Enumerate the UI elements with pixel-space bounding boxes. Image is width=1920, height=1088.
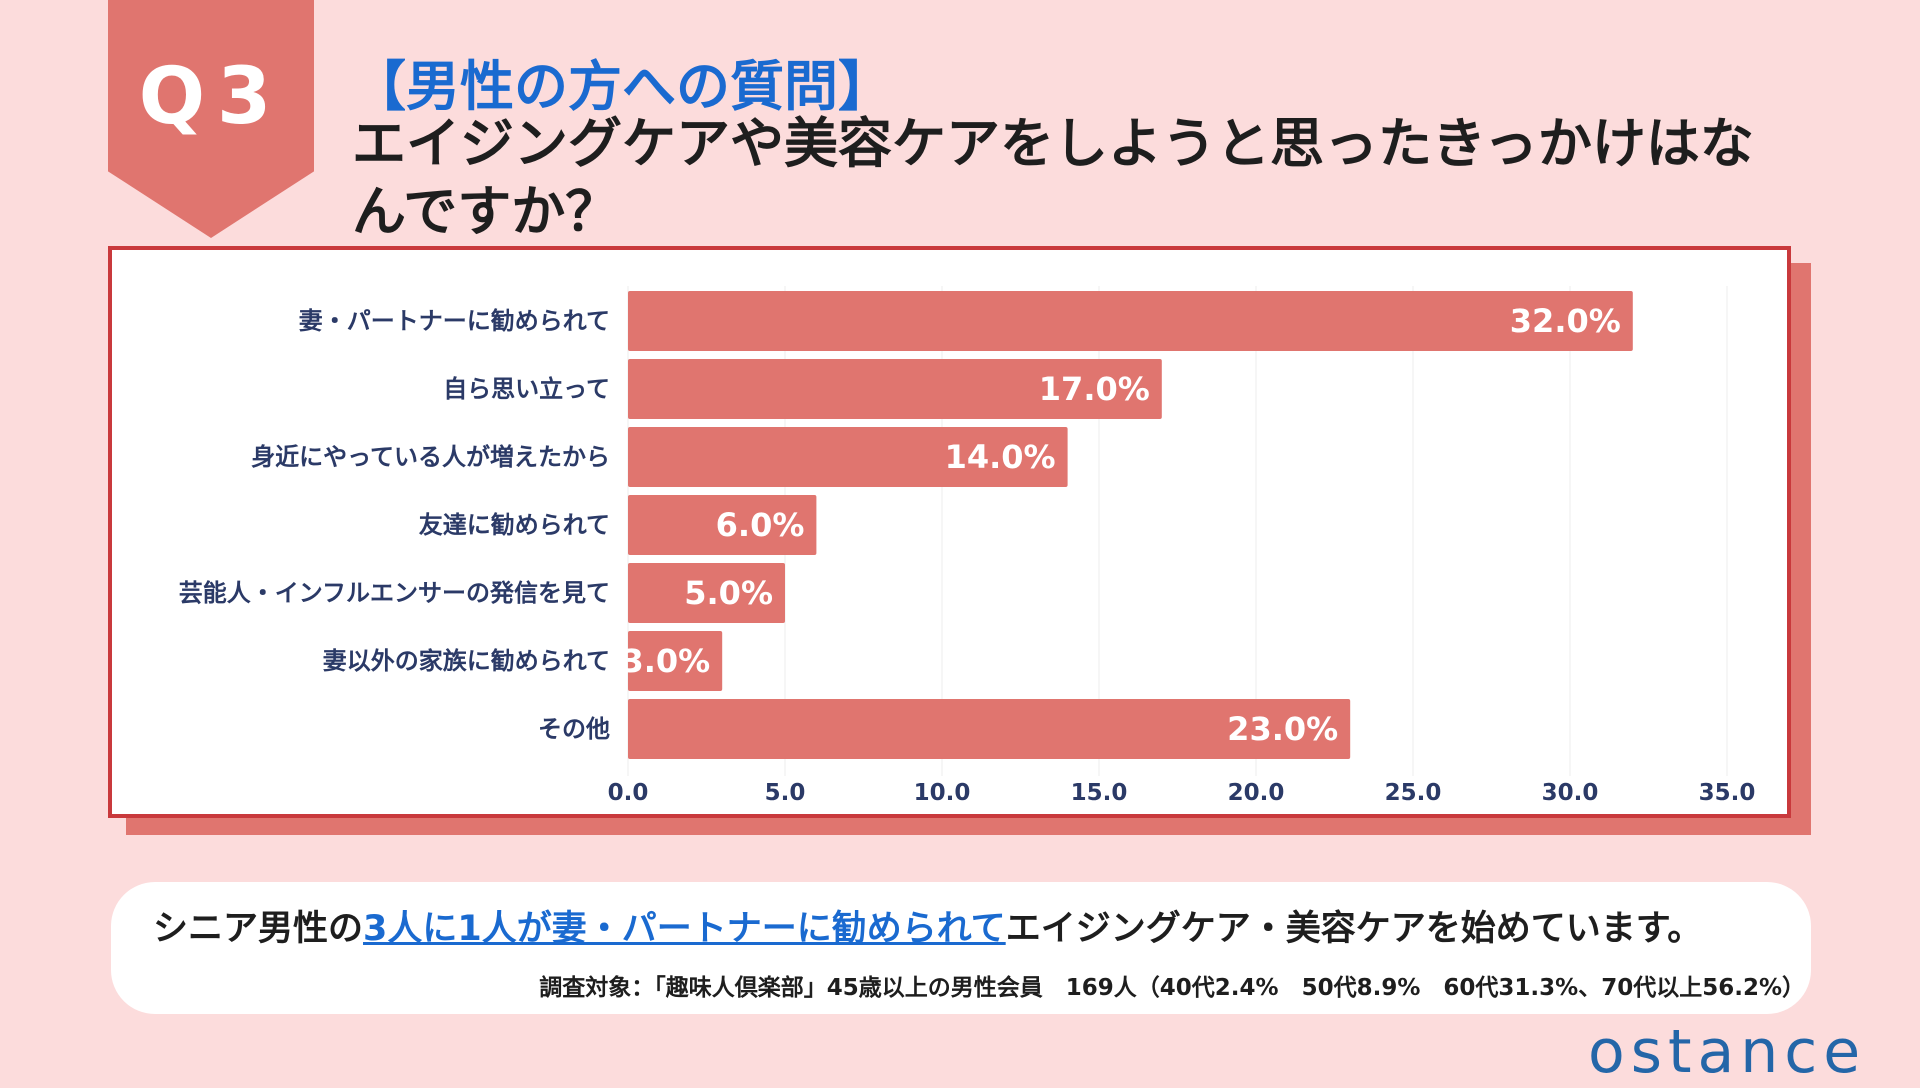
value-label-2: 14.0% xyxy=(945,438,1056,476)
bar-6 xyxy=(628,699,1351,759)
chart-frame: 妻・パートナーに勧められて 32.0% 自ら思い立って 17.0% 身近にやっている人が… xyxy=(108,246,1791,818)
bar-chart: 妻・パートナーに勧められて 32.0% 自ら思い立って 17.0% 身近にやっている人が… xyxy=(179,286,1756,806)
value-label-5: 3.0% xyxy=(621,642,710,680)
summary-highlight: 3人に1人が妻・パートナーに勧められて xyxy=(363,909,1006,949)
question-title: エイジングケアや美容ケアをしようと思ったきっかけはなんですか？ xyxy=(352,112,1754,243)
category-label-3: 友達に勧められて xyxy=(419,511,610,539)
summary-text: シニア男性の3人に1人が妻・パートナーに勧められてエイジングケア・美容ケアを始め… xyxy=(153,900,1793,951)
value-label-1: 17.0% xyxy=(1039,370,1150,408)
x-tick-label-5: 25.0 xyxy=(1385,780,1442,806)
brand-logo: ostance xyxy=(1588,1017,1867,1087)
x-tick-label-7: 35.0 xyxy=(1699,780,1756,806)
category-label-2: 身近にやっている人が増えたから xyxy=(251,443,610,471)
question-subtitle: 【男性の方への質問】 xyxy=(352,55,892,118)
category-label-1: 自ら思い立って xyxy=(443,375,610,403)
category-label-0: 妻・パートナーに勧められて xyxy=(299,307,610,335)
question-number: Q3 xyxy=(138,52,284,142)
survey-note: 調査対象：「趣味人倶楽部」45歳以上の男性会員 169人（40代2.4% 50代… xyxy=(539,975,1805,1001)
value-label-6: 23.0% xyxy=(1227,710,1338,748)
bar-2 xyxy=(628,427,1068,487)
question-badge: Q3 xyxy=(108,0,314,238)
bar-3 xyxy=(628,495,817,555)
bar-4 xyxy=(628,563,785,623)
category-label-4: 芸能人・インフルエンサーの発信を見て xyxy=(179,579,610,607)
x-tick-label-4: 20.0 xyxy=(1228,780,1285,806)
summary-prefix: シニア男性の xyxy=(153,909,364,949)
value-label-4: 5.0% xyxy=(684,574,773,612)
x-tick-label-6: 30.0 xyxy=(1542,780,1599,806)
x-tick-label-1: 5.0 xyxy=(765,780,806,806)
bar-0 xyxy=(628,291,1633,351)
x-tick-label-3: 15.0 xyxy=(1071,780,1128,806)
category-label-6: その他 xyxy=(538,715,610,743)
x-tick-label-2: 10.0 xyxy=(914,780,971,806)
summary-box: シニア男性の3人に1人が妻・パートナーに勧められてエイジングケア・美容ケアを始め… xyxy=(111,882,1811,1014)
category-label-5: 妻以外の家族に勧められて xyxy=(323,647,610,675)
bar-5 xyxy=(628,631,723,691)
value-label-3: 6.0% xyxy=(716,506,805,544)
bar-1 xyxy=(628,359,1162,419)
value-label-0: 32.0% xyxy=(1510,302,1621,340)
summary-suffix: エイジングケア・美容ケアを始めています。 xyxy=(1005,909,1703,949)
x-tick-label-0: 0.0 xyxy=(608,780,649,806)
